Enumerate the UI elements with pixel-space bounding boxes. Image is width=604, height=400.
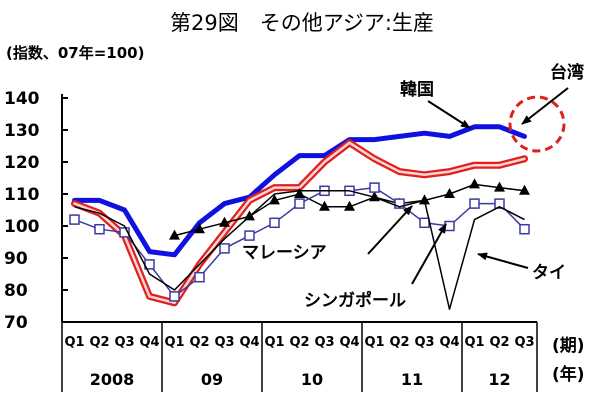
- series-line: [74, 190, 525, 310]
- y-tick-label: 70: [4, 313, 28, 333]
- x-tick-quarter: Q1: [264, 335, 284, 350]
- data-point: [469, 178, 480, 189]
- x-tick-quarter: Q4: [439, 335, 459, 350]
- data-point: [469, 198, 480, 209]
- x-tick-year: 2008: [90, 370, 135, 389]
- x-tick-year: 10: [301, 370, 323, 389]
- data-point: [244, 230, 255, 241]
- x-tick-quarter: Q3: [114, 335, 134, 350]
- series-layer: [69, 124, 530, 310]
- data-point: [219, 243, 230, 254]
- data-point: [269, 217, 280, 229]
- taiwan-highlight-circle: [508, 95, 566, 153]
- data-point: [219, 216, 230, 227]
- data-point: [344, 200, 355, 211]
- x-tick-quarter: Q2: [389, 335, 409, 350]
- data-point: [419, 217, 430, 229]
- series-3: [69, 182, 530, 302]
- label-thailand: タイ: [532, 263, 566, 283]
- x-tick-quarter: Q1: [364, 335, 384, 350]
- data-point: [294, 188, 305, 198]
- label-korea: 韓国: [400, 79, 434, 100]
- x-tick-quarter: Q1: [64, 335, 84, 350]
- series-line-inner: [73, 141, 526, 305]
- data-point: [194, 271, 205, 283]
- x-tick-year: 11: [401, 370, 423, 389]
- x-tick-quarter: Q2: [289, 335, 309, 350]
- x-tick-year: 09: [201, 370, 223, 389]
- series-1: [71, 139, 528, 307]
- x-tick-quarter: Q3: [314, 335, 334, 350]
- y-tick-label: 80: [4, 281, 28, 301]
- x-tick-quarter: Q4: [139, 335, 159, 350]
- data-point: [269, 194, 280, 205]
- data-point: [169, 291, 180, 302]
- arrow-korea: [427, 100, 471, 129]
- x-tick-quarter: Q2: [89, 335, 109, 350]
- x-tick-quarter: Q3: [514, 335, 534, 350]
- label-malaysia: マレーシア: [242, 243, 327, 263]
- data-point: [369, 182, 380, 193]
- label-singapore: シンガポール: [304, 290, 406, 311]
- y-tick-label: 130: [4, 121, 40, 141]
- label-taiwan: 台湾: [550, 62, 584, 83]
- x-axis-unit-period: (期): [552, 336, 585, 356]
- x-tick-quarter: Q4: [239, 335, 259, 350]
- y-tick-label: 140: [4, 89, 40, 109]
- x-axis-unit-year: (年): [552, 364, 585, 385]
- x-tick-quarter: Q2: [489, 335, 509, 350]
- y-tick-label: 90: [4, 249, 28, 269]
- x-tick-quarter: Q3: [414, 335, 434, 350]
- data-point: [94, 223, 105, 235]
- x-tick-quarter: Q1: [164, 335, 184, 350]
- data-point: [194, 223, 205, 234]
- data-point: [69, 214, 80, 225]
- data-point: [519, 184, 530, 195]
- data-point: [319, 200, 330, 211]
- chart-title: 第29図 その他アジア:生産: [170, 11, 434, 35]
- arrow-singapore: [411, 223, 447, 285]
- x-tick-quarter: Q2: [189, 335, 209, 350]
- data-point: [394, 198, 405, 209]
- data-point: [494, 198, 505, 209]
- y-tick-label: 110: [4, 185, 40, 205]
- data-point: [519, 223, 530, 235]
- y-axis-unit-label: (指数、07年=100): [6, 44, 144, 62]
- arrow-malaysia: [367, 205, 413, 255]
- data-point: [444, 220, 455, 232]
- x-tick-quarter: Q4: [339, 335, 359, 350]
- series-0: [72, 124, 527, 258]
- x-tick-year: 12: [488, 370, 510, 389]
- series-4: [74, 190, 525, 310]
- data-point: [294, 198, 305, 209]
- arrow-thailand: [477, 252, 529, 269]
- y-tick-label: 100: [4, 217, 40, 237]
- data-point: [169, 229, 180, 240]
- data-point: [419, 194, 430, 205]
- x-tick-quarter: Q3: [214, 335, 234, 350]
- y-tick-label: 120: [4, 153, 40, 173]
- data-point: [444, 188, 455, 198]
- x-tick-quarter: Q1: [464, 335, 484, 350]
- series-line: [72, 124, 527, 258]
- arrow-taiwan: [521, 87, 569, 125]
- axes: 70 80 90 100 110 120 130 140 Q1 Q2 Q3 Q4 Q1 Q2 Q3 Q4 Q1 Q…: [4, 89, 538, 392]
- data-point: [119, 227, 130, 238]
- data-point: [494, 181, 505, 192]
